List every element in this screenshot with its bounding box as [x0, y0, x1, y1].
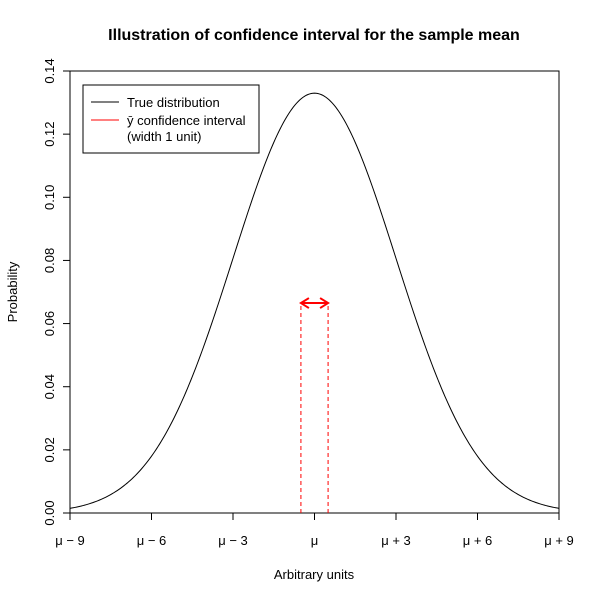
x-tick-label: μ + 6 [463, 533, 493, 548]
x-tick-label: μ + 9 [544, 533, 574, 548]
y-tick-label: 0.06 [42, 311, 57, 336]
y-tick-label: 0.10 [42, 185, 57, 210]
x-tick-label: μ − 3 [218, 533, 248, 548]
legend-label-confidence-interval: ȳ confidence interval [127, 113, 246, 128]
legend-box [82, 84, 260, 154]
true-distribution-curve [69, 92, 560, 509]
y-tick-label: 0.00 [42, 500, 57, 525]
x-tick-label: μ [311, 533, 319, 548]
y-tick-label: 0.14 [42, 58, 57, 83]
y-axis-label: Probability [5, 261, 20, 322]
y-tick-label: 0.08 [42, 248, 57, 273]
x-axis: μ − 9 μ − 6 μ − 3 μ μ + 3 μ + 6 μ + 9 [55, 513, 574, 548]
legend-label-confidence-interval-line2: (width 1 unit) [127, 129, 201, 144]
x-tick-label: μ − 6 [137, 533, 167, 548]
y-tick-label: 0.12 [42, 121, 57, 146]
x-axis-label: Arbitrary units [274, 567, 355, 582]
legend-label-true-distribution: True distribution [127, 95, 220, 110]
chart-title: Illustration of confidence interval for … [108, 27, 520, 44]
y-tick-label: 0.02 [42, 437, 57, 462]
y-tick-label: 0.04 [42, 374, 57, 399]
x-tick-label: μ − 9 [55, 533, 85, 548]
x-tick-label: μ + 3 [381, 533, 411, 548]
y-axis: 0.00 0.02 0.04 0.06 0.08 0.10 0.12 0.14 [42, 58, 70, 526]
ci-arrow-head-right [319, 297, 330, 309]
ci-arrow-head-left [299, 297, 310, 309]
legend: True distribution ȳ confidence interval … [82, 84, 260, 154]
confidence-interval [299, 297, 330, 513]
